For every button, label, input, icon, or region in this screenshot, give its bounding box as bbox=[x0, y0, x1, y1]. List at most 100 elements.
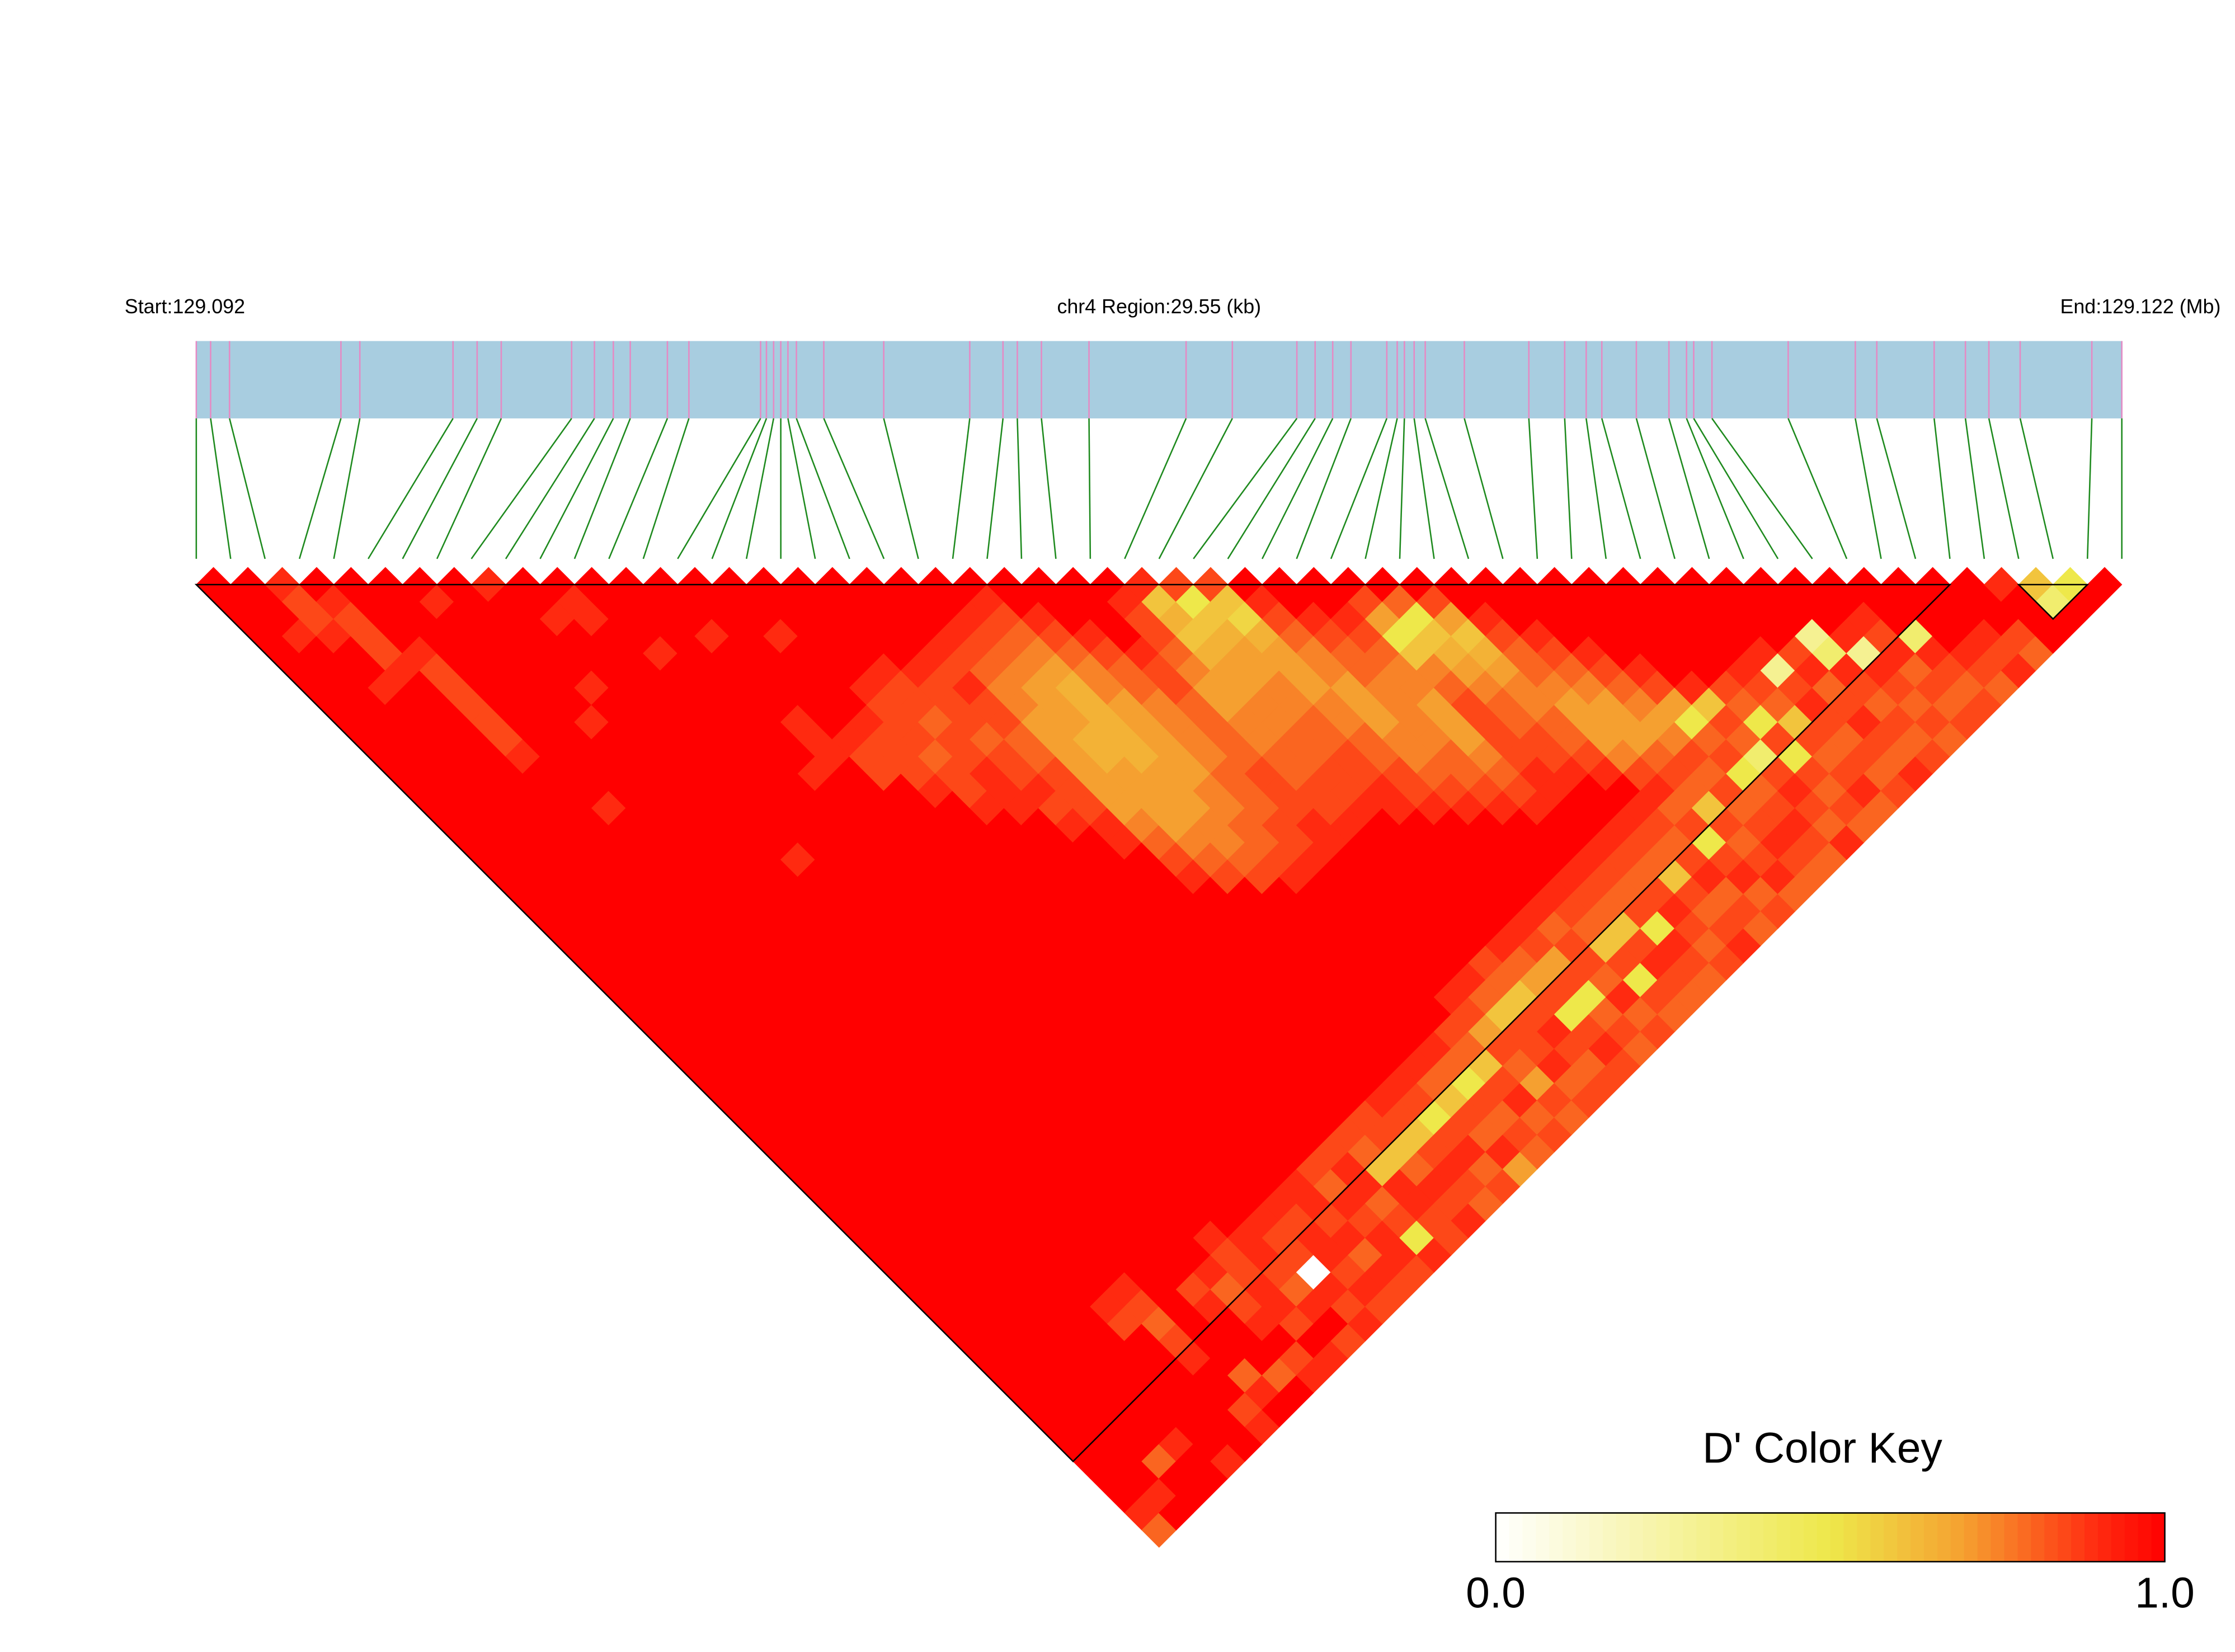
color-key-step bbox=[1549, 1513, 1563, 1562]
color-key-step bbox=[1803, 1513, 1818, 1562]
snp-connector bbox=[1193, 418, 1298, 559]
color-key-step bbox=[1656, 1513, 1671, 1562]
start-label: Start:129.092 bbox=[125, 295, 245, 318]
snp-connector bbox=[883, 418, 919, 559]
color-key-step bbox=[1977, 1513, 1992, 1562]
snp-connector bbox=[505, 418, 595, 559]
snp-connector bbox=[1988, 418, 2020, 559]
snp-connector bbox=[368, 418, 454, 559]
color-key-step bbox=[2044, 1513, 2058, 1562]
snp-connector bbox=[642, 418, 690, 559]
ld-cell bbox=[2087, 567, 2123, 603]
snp-connector bbox=[1017, 418, 1023, 559]
snp-connector bbox=[1424, 418, 1470, 559]
color-key-step bbox=[1776, 1513, 1791, 1562]
color-key-step bbox=[1616, 1513, 1630, 1562]
color-key-step bbox=[1790, 1513, 1804, 1562]
color-key-step bbox=[2071, 1513, 2085, 1562]
color-key-step bbox=[1911, 1513, 1925, 1562]
end-label: End:129.122 (Mb) bbox=[2060, 295, 2220, 318]
color-key-step bbox=[1884, 1513, 1898, 1562]
color-key-tick-label: 0.0 bbox=[1466, 1569, 1526, 1617]
snp-connector bbox=[1399, 418, 1405, 559]
color-key-frame bbox=[1495, 1512, 2166, 1562]
color-key-step bbox=[1723, 1513, 1737, 1562]
snp-connector bbox=[402, 418, 478, 559]
snp-connector bbox=[298, 418, 342, 559]
color-key-step bbox=[1536, 1513, 1550, 1562]
color-key-step bbox=[2097, 1513, 2112, 1562]
snp-connector bbox=[1635, 418, 1676, 559]
snp-connector bbox=[210, 418, 232, 559]
snp-connector bbox=[823, 418, 885, 559]
snp-connector bbox=[1601, 418, 1641, 559]
chart-title: chr4 Region:29.55 (kb) bbox=[1057, 295, 1261, 318]
snp-connector bbox=[1787, 418, 1848, 559]
snp-connector bbox=[229, 418, 266, 559]
color-key-step bbox=[1696, 1513, 1711, 1562]
color-key-step bbox=[1683, 1513, 1697, 1562]
snp-connector bbox=[1088, 418, 1091, 559]
color-key-step bbox=[1817, 1513, 1831, 1562]
snp-connector bbox=[1330, 418, 1388, 559]
snp-connector bbox=[1528, 418, 1538, 559]
snp-connector bbox=[2019, 418, 2054, 559]
region-bar bbox=[196, 341, 2122, 418]
color-key-step bbox=[1495, 1513, 1510, 1562]
color-key-step bbox=[1950, 1513, 1965, 1562]
legend-title: D' Color Key bbox=[1702, 1424, 1942, 1472]
color-key-step bbox=[1763, 1513, 1777, 1562]
snp-connector bbox=[1855, 418, 1882, 559]
snp-connector bbox=[952, 418, 971, 559]
color-key-step bbox=[1991, 1513, 2005, 1562]
snp-connector bbox=[1124, 418, 1187, 559]
color-key-step bbox=[2138, 1513, 2152, 1562]
snp-connector bbox=[1668, 418, 1710, 559]
snp-connector bbox=[1262, 418, 1334, 559]
snp-connector bbox=[1564, 418, 1573, 559]
color-key-tick-label: 1.0 bbox=[2135, 1569, 2195, 1617]
snp-connector bbox=[1041, 418, 1057, 559]
color-key-step bbox=[2031, 1513, 2045, 1562]
color-key-step bbox=[1563, 1513, 1577, 1562]
color-key-step bbox=[1629, 1513, 1644, 1562]
color-key-step bbox=[1737, 1513, 1751, 1562]
snp-connector bbox=[711, 418, 768, 559]
snp-connector bbox=[1364, 418, 1398, 559]
color-key-step bbox=[1522, 1513, 1537, 1562]
color-key-step bbox=[1576, 1513, 1590, 1562]
snp-connector bbox=[796, 418, 850, 559]
snp-connector bbox=[1964, 418, 1985, 559]
color-key-step bbox=[1509, 1513, 1523, 1562]
snp-connector bbox=[1686, 418, 1744, 559]
snp-connector bbox=[677, 418, 761, 559]
color-key-step bbox=[1937, 1513, 1951, 1562]
snp-connector bbox=[2086, 418, 2093, 559]
color-key-step bbox=[1897, 1513, 1911, 1562]
color-key-step bbox=[1750, 1513, 1764, 1562]
snp-connector bbox=[470, 418, 572, 559]
color-key-step bbox=[1870, 1513, 1884, 1562]
color-key-step bbox=[1710, 1513, 1724, 1562]
color-key-step bbox=[2111, 1513, 2125, 1562]
snp-connector bbox=[1413, 418, 1435, 559]
snp-connector bbox=[1227, 418, 1316, 559]
color-key-step bbox=[2151, 1513, 2166, 1562]
snp-connector bbox=[333, 418, 361, 559]
color-key-step bbox=[1843, 1513, 1858, 1562]
ld-block bbox=[194, 583, 1952, 1463]
color-key-step bbox=[1589, 1513, 1603, 1562]
color-key-step bbox=[1643, 1513, 1657, 1562]
color-key-step bbox=[2085, 1513, 2098, 1562]
snp-connector bbox=[436, 418, 502, 559]
color-key-step bbox=[2058, 1513, 2072, 1562]
color-key-step bbox=[1964, 1513, 1978, 1562]
snp-connector bbox=[1585, 418, 1607, 559]
snp-connector bbox=[1158, 418, 1233, 559]
color-key-step bbox=[1669, 1513, 1684, 1562]
overlay: 0.0 1.0 bbox=[194, 583, 2195, 1617]
color-key-step bbox=[2017, 1513, 2032, 1562]
snp-connector bbox=[539, 418, 614, 559]
